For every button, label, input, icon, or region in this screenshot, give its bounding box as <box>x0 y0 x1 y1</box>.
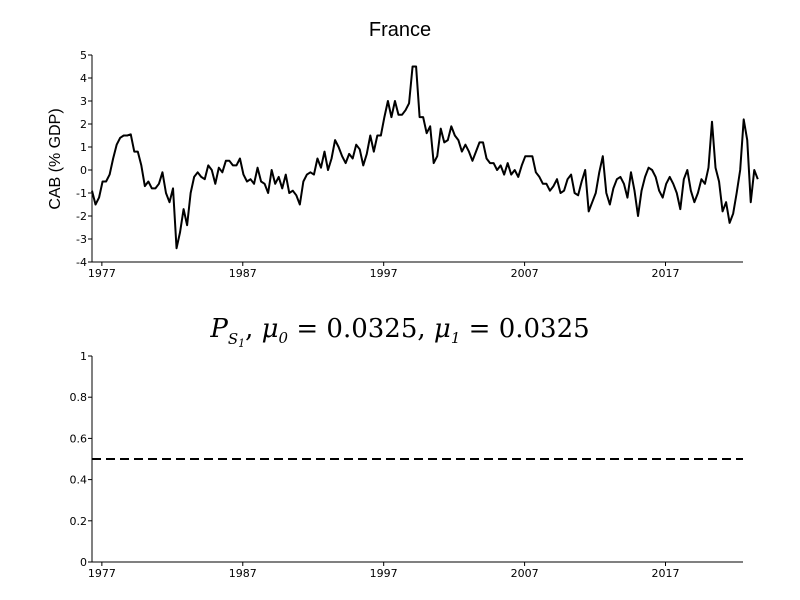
top-chart-y-tick-label: -1 <box>76 187 87 200</box>
bottom-chart-title: PS1, μ0 = 0.0325, μ1 = 0.0325 <box>209 314 589 350</box>
title-p-symbol: P <box>209 314 228 344</box>
top-chart-y-tick-label: -3 <box>76 233 87 246</box>
top-chart-x-tick-label: 2017 <box>652 267 680 280</box>
title-eq-1: = <box>296 314 318 344</box>
bottom-chart: 0 0.2 0.4 0.6 0.8 1 1977 1987 1997 2007 2017 <box>70 350 743 580</box>
title-mu1-index: 1 <box>451 329 461 347</box>
top-chart-series-line <box>91 65 759 250</box>
top-chart-series <box>91 65 759 250</box>
bottom-chart-y-tick-label: 0.2 <box>70 515 88 528</box>
title-mu0-symbol: μ <box>262 314 279 344</box>
top-chart-y-tick-label: 3 <box>80 95 87 108</box>
top-chart-x-tick-label: 1987 <box>229 267 257 280</box>
title-mu1-value: 0.0325 <box>499 314 590 344</box>
bottom-chart-y-tick-label: 1 <box>80 350 87 363</box>
title-eq-2: = <box>469 314 491 344</box>
bottom-chart-y-tick-label: 0.8 <box>70 391 88 404</box>
title-s-index: 1 <box>238 337 245 350</box>
top-chart: France CAB (% GDP) -4 -3 -2 -1 0 1 2 3 4 5 1977 198… <box>47 19 759 280</box>
bottom-chart-x-tick-label: 2007 <box>511 567 539 580</box>
title-mu0-index: 0 <box>279 329 289 347</box>
bottom-chart-x-tick-label: 1997 <box>370 567 398 580</box>
top-chart-y-tick-label: -2 <box>76 210 87 223</box>
top-chart-y-tick-label: -4 <box>76 256 87 269</box>
top-chart-y-tick-label: 1 <box>80 141 87 154</box>
top-chart-y-tick-label: 0 <box>80 164 87 177</box>
top-chart-title: France <box>369 19 431 41</box>
top-chart-y-tick-label: 5 <box>80 49 87 62</box>
title-comma-1: , <box>245 314 253 344</box>
title-s-symbol: S <box>228 330 238 348</box>
bottom-chart-x-tick-label: 1977 <box>88 567 116 580</box>
top-chart-x-tick-label: 1997 <box>370 267 398 280</box>
title-mu1-symbol: μ <box>434 314 451 344</box>
bottom-chart-y-tick-label: 0 <box>80 556 87 569</box>
title-comma-2: , <box>417 314 425 344</box>
bottom-chart-y-tick-label: 0.6 <box>70 432 88 445</box>
top-chart-ylabel: CAB (% GDP) <box>47 108 64 209</box>
title-mu0-value: 0.0325 <box>326 314 417 344</box>
bottom-chart-x-tick-label: 1987 <box>229 567 257 580</box>
top-chart-y-tick-label: 2 <box>80 118 87 131</box>
top-chart-axes: -4 -3 -2 -1 0 1 2 3 4 5 1977 1987 1997 2007 2017 <box>76 49 743 280</box>
top-chart-x-tick-label: 2007 <box>511 267 539 280</box>
bottom-chart-axes: 0 0.2 0.4 0.6 0.8 1 1977 1987 1997 2007 2017 <box>70 350 743 580</box>
bottom-chart-y-tick-label: 0.4 <box>70 474 88 487</box>
top-chart-x-tick-label: 1977 <box>88 267 116 280</box>
top-chart-y-tick-label: 4 <box>80 72 87 85</box>
bottom-chart-x-tick-label: 2017 <box>652 567 680 580</box>
